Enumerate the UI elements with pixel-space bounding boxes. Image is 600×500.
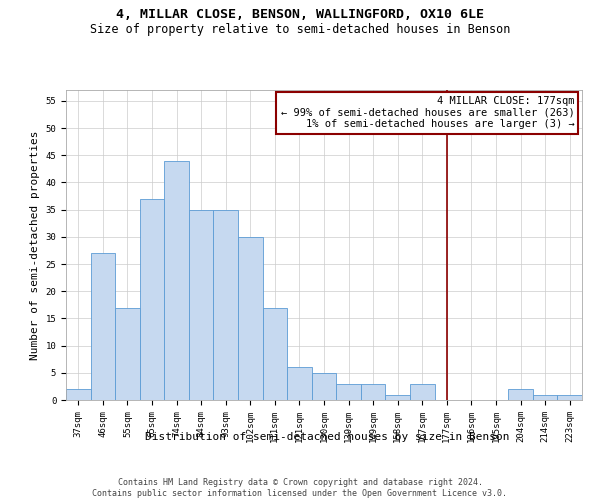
Bar bbox=[214, 210, 238, 400]
Text: Size of property relative to semi-detached houses in Benson: Size of property relative to semi-detach… bbox=[90, 22, 510, 36]
Text: 4 MILLAR CLOSE: 177sqm
← 99% of semi-detached houses are smaller (263)
1% of sem: 4 MILLAR CLOSE: 177sqm ← 99% of semi-det… bbox=[281, 96, 574, 130]
Bar bbox=[287, 368, 312, 400]
Bar bbox=[312, 373, 336, 400]
Bar bbox=[238, 237, 263, 400]
Bar bbox=[508, 389, 533, 400]
Bar bbox=[533, 394, 557, 400]
Bar bbox=[66, 389, 91, 400]
Bar bbox=[336, 384, 361, 400]
Bar bbox=[91, 253, 115, 400]
Bar bbox=[263, 308, 287, 400]
Bar bbox=[115, 308, 140, 400]
Bar bbox=[189, 210, 214, 400]
Bar bbox=[140, 199, 164, 400]
Text: Distribution of semi-detached houses by size in Benson: Distribution of semi-detached houses by … bbox=[145, 432, 509, 442]
Bar bbox=[385, 394, 410, 400]
Y-axis label: Number of semi-detached properties: Number of semi-detached properties bbox=[30, 130, 40, 360]
Text: Contains HM Land Registry data © Crown copyright and database right 2024.
Contai: Contains HM Land Registry data © Crown c… bbox=[92, 478, 508, 498]
Bar bbox=[557, 394, 582, 400]
Bar bbox=[164, 160, 189, 400]
Bar bbox=[361, 384, 385, 400]
Bar bbox=[410, 384, 434, 400]
Text: 4, MILLAR CLOSE, BENSON, WALLINGFORD, OX10 6LE: 4, MILLAR CLOSE, BENSON, WALLINGFORD, OX… bbox=[116, 8, 484, 20]
